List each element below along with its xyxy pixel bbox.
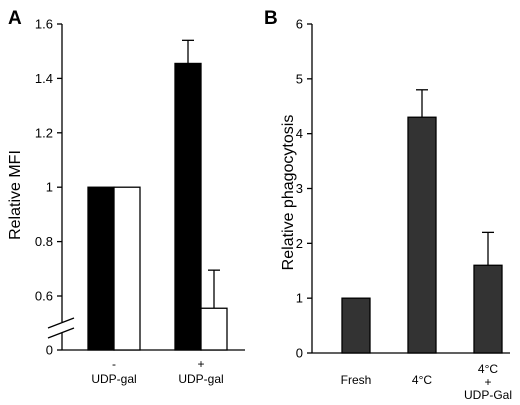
axis-b-tick-label: 3 — [296, 181, 303, 196]
bar-a — [113, 186, 141, 351]
panel-label-b: B — [264, 8, 278, 29]
category-label-b: + — [484, 375, 491, 389]
axis-b-tick-label: 0 — [296, 346, 303, 361]
panel-label-a: A — [8, 8, 22, 29]
axis-b-tick-label: 2 — [296, 236, 303, 251]
axis-b-tick-label: 1 — [296, 291, 303, 306]
axis-a-break-mark — [47, 327, 75, 339]
axis-a-tick-label: 1.4 — [35, 71, 53, 86]
bar-b — [473, 264, 503, 354]
bar-a — [200, 307, 228, 351]
category-label-b: 4°C — [412, 373, 432, 387]
category-label-b: UDP-Gal — [464, 388, 512, 402]
category-label-a: UDP-gal — [91, 372, 136, 386]
axis-a-tick-label: 1.6 — [35, 17, 53, 32]
axis-a-tick-label: 1 — [46, 180, 53, 195]
axis-b-tick-label: 6 — [296, 17, 303, 32]
axis-a-break-mark — [47, 317, 75, 329]
category-label-a: - — [112, 357, 116, 371]
category-label-a: UDP-gal — [178, 372, 223, 386]
bar-a — [174, 62, 202, 351]
axis-b-tick-label: 4 — [296, 126, 303, 141]
bar-b — [407, 116, 437, 354]
axis-a-tick-label: 0 — [46, 343, 53, 358]
axis-b-tick-label: 5 — [296, 71, 303, 86]
category-label-a: + — [197, 357, 204, 371]
bar-a — [87, 186, 115, 351]
axis-a-tick-label: 1.2 — [35, 125, 53, 140]
axis-a-tick-label: 0.6 — [35, 289, 53, 304]
axis-a-tick-label: 0.8 — [35, 234, 53, 249]
axis-b-title: Relative phagocytosis — [280, 115, 297, 271]
category-label-b: Fresh — [341, 373, 372, 387]
category-label-b: 4°C — [478, 362, 498, 376]
bar-b — [341, 297, 371, 354]
axis-a-title: Relative MFI — [7, 150, 24, 240]
